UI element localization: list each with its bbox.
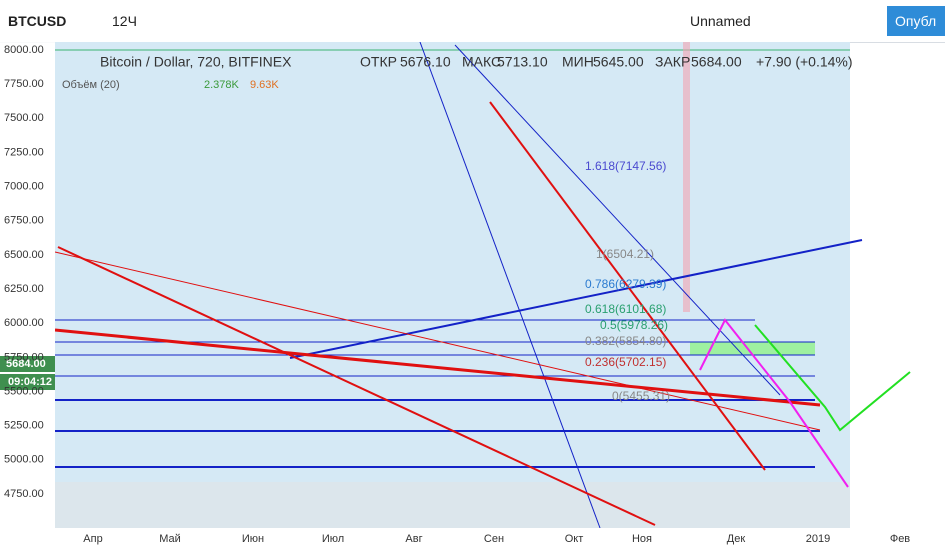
horizontal-levels — [55, 319, 820, 468]
publish-button[interactable]: Опубл — [887, 6, 945, 36]
legend-high-label: МАКС — [462, 54, 501, 70]
symbol[interactable]: BTCUSD — [8, 13, 67, 29]
legend-title: Bitcoin / Dollar, 720, BITFINEX — [100, 54, 292, 70]
countdown-tag — [0, 374, 55, 390]
fib-level-label: 1.618(7147.56) — [585, 159, 666, 173]
price-axis — [0, 42, 55, 528]
legend-change: +7.90 (+0.14%) — [756, 54, 853, 70]
legend-low: 5645.00 — [593, 54, 644, 70]
legend-close: 5684.00 — [691, 54, 742, 70]
fib-level-label: 1(6504.21) — [596, 247, 654, 261]
price-tick-label: 8000.00 — [4, 44, 44, 56]
volume-label: Объём (20) — [62, 79, 120, 91]
volume-value: 2.378K — [204, 79, 240, 91]
fib-level-label: 0.382(5854.80) — [585, 334, 666, 348]
price-tick-label: 6250.00 — [4, 283, 44, 295]
price-tick-label: 5500.00 — [4, 385, 44, 397]
time-tick-label: Ноя — [632, 533, 652, 545]
countdown: 09:04:12 — [8, 376, 52, 388]
price-tick-label: 6500.00 — [4, 249, 44, 261]
toolbar: BTCUSD 12Ч Unnamed Опубл — [0, 0, 945, 43]
plot-background — [55, 42, 850, 528]
price-tick-label: 7000.00 — [4, 181, 44, 193]
volume-area — [55, 482, 850, 528]
time-tick-label: Авг — [405, 533, 422, 545]
time-tick-label: Фев — [890, 533, 910, 545]
last-price-tag — [0, 356, 55, 372]
price-tick-label: 5000.00 — [4, 454, 44, 466]
last-price: 5684.00 — [6, 358, 46, 370]
price-tick-label: 5750.00 — [4, 351, 44, 363]
interval[interactable]: 12Ч — [112, 13, 137, 29]
time-tick-label: Май — [159, 533, 181, 545]
range-highlight — [683, 42, 690, 312]
fib-level-label: 0(5455.31) — [612, 389, 670, 403]
time-axis — [0, 528, 945, 550]
layout-name[interactable]: Unnamed — [690, 13, 751, 29]
time-tick-label: 2019 — [806, 533, 830, 545]
time-tick-label: Июл — [322, 533, 344, 545]
legend-close-label: ЗАКР — [655, 54, 690, 70]
legend-high: 5713.10 — [497, 54, 548, 70]
legend-open: 5676.10 — [400, 54, 451, 70]
fib-level-label: 0.786(6279.39) — [585, 277, 666, 291]
price-tick-label: 7500.00 — [4, 112, 44, 124]
fib-level-label: 0.5(5978.26) — [600, 318, 668, 332]
time-tick-label: Дек — [727, 533, 746, 545]
trend-lines — [54, 42, 911, 529]
price-tick-label: 6000.00 — [4, 317, 44, 329]
time-tick-label: Окт — [565, 533, 584, 545]
price-tick-label: 7750.00 — [4, 78, 44, 90]
fib-level-label: 0.236(5702.15) — [585, 355, 666, 369]
legend-low-label: МИН — [562, 54, 594, 70]
price-tick-label: 7250.00 — [4, 146, 44, 158]
legend-open-label: ОТКР — [360, 54, 397, 70]
price-tick-label: 6750.00 — [4, 215, 44, 227]
price-tick-label: 5250.00 — [4, 420, 44, 432]
volume-ma: 9.63K — [250, 79, 279, 91]
chart: 5684.00 09:04:12 Bitcoin / Dollar, 720, … — [0, 42, 945, 550]
price-tick-label: 4750.00 — [4, 488, 44, 500]
time-tick-label: Апр — [83, 533, 102, 545]
zone — [690, 342, 815, 355]
fib-level-label: 0.618(6101.68) — [585, 302, 666, 316]
time-tick-label: Сен — [484, 533, 504, 545]
time-tick-label: Июн — [242, 533, 264, 545]
